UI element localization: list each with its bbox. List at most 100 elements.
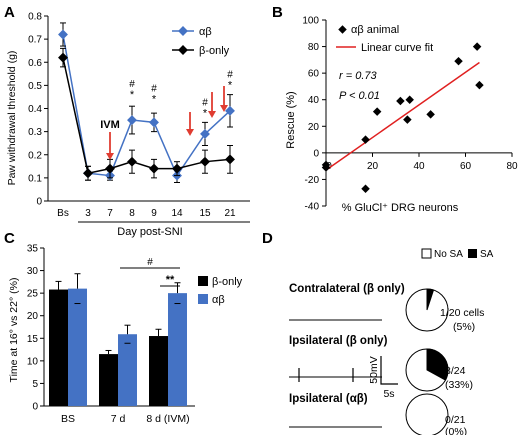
legend-label-ab: αβ [199, 26, 212, 38]
panel-a-y-tick-label: 0.5 [28, 81, 42, 92]
legend-swatch-beta [198, 276, 208, 286]
legend-label-beta: β-only [199, 45, 230, 57]
panel-a-y-tick-label: 0.1 [28, 173, 42, 184]
pie-charts [405, 288, 449, 435]
panel-b-ylabel: Rescue (%) [285, 91, 297, 148]
legend-label-fit: Linear curve fit [361, 42, 433, 54]
panel-a-x-tick-label: Bs [57, 208, 69, 219]
panel-letter-c: C [4, 230, 15, 247]
pie-pct-ipsilateral-beta: (33%) [445, 379, 473, 391]
ivm-arrow-head [106, 153, 114, 160]
panel-c-category-label: 7 d [111, 413, 126, 425]
data-point [83, 168, 93, 179]
panel-b-scatter-chart: Rescue (%) % GluCl⁺ DRG neurons αβ anima… [285, 16, 518, 215]
scale-bar-voltage: 50mV [368, 356, 380, 383]
ivm-arrow-head [220, 105, 228, 112]
ivm-label: IVM [100, 119, 120, 131]
panel-c-y-tick-label: 20 [27, 311, 39, 322]
sig-star: * [228, 80, 233, 92]
row-title-ipsilateral-ab: Ipsilateral (αβ) [289, 393, 368, 405]
panel-a-x-tick-label: 21 [224, 208, 236, 219]
sig-star: * [152, 94, 157, 106]
bar-ab [68, 288, 87, 406]
sig-hash: # [129, 79, 135, 90]
panel-c-bar-chart: Time at 16° vs 22° (%) β-only αβ 0 5 10 15 2… [8, 244, 243, 426]
stat-r: r = 0.73 [339, 70, 377, 82]
scatter-point [403, 115, 412, 124]
data-point [127, 115, 137, 126]
sig-star: * [130, 89, 135, 101]
panel-a-line-chart: Paw withdrawal threshold (g) Day post-SN… [6, 12, 250, 238]
trace-ipsilateral-beta [289, 368, 382, 382]
panel-a-x-tick-label: 9 [151, 208, 157, 219]
row-title-contralateral: Contralateral (β only) [289, 283, 405, 295]
data-point [225, 105, 235, 116]
panel-b-y-tick-label: -20 [305, 175, 320, 186]
legend-label-animal: αβ animal [351, 24, 399, 36]
panel-letter-b: B [272, 4, 283, 21]
panel-a-y-tick-label: 0 [36, 197, 42, 208]
panel-b-x-tick-label: 80 [506, 161, 518, 172]
panel-c-y-tick-label: 35 [27, 244, 39, 255]
panel-letter-d: D [262, 230, 273, 247]
legend-marker-ab [178, 26, 188, 36]
bar-beta-only [49, 289, 68, 406]
panel-c-y-tick-label: 25 [27, 289, 39, 300]
panel-a-x-tick-label: 14 [171, 208, 183, 219]
panel-a-legend: αβ β-only [172, 26, 230, 57]
pie-sa-slice [426, 348, 449, 381]
pie-pct-contralateral: (5%) [453, 321, 475, 333]
legend-marker-animal [338, 25, 347, 34]
scale-bar-lines [380, 356, 398, 385]
panel-b-x-tick-label: 60 [460, 161, 472, 172]
scatter-point [361, 135, 370, 144]
panel-c-y-tick-label: 15 [27, 334, 39, 345]
panel-a-ylabel: Paw withdrawal threshold (g) [6, 51, 18, 186]
panel-a-y-tick-label: 0.7 [28, 35, 42, 46]
panel-c-y-tick-label: 5 [32, 379, 38, 390]
sig-hash: # [202, 97, 208, 108]
data-point [225, 154, 235, 165]
pie-label-ipsilateral-ab: 0/21 [445, 414, 466, 426]
legend-label-no-sa: No SA [434, 249, 463, 260]
legend-swatch-sa [468, 249, 477, 258]
panel-b-legend: αβ animal Linear curve fit [336, 24, 433, 54]
bar-beta-only [99, 354, 118, 406]
scatter-point [426, 110, 435, 119]
legend-label-c-ab: αβ [212, 294, 225, 306]
panel-a-y-tick-label: 0.8 [28, 12, 42, 23]
scatter-point [372, 107, 382, 116]
panel-c-y-tick-label: 30 [27, 266, 39, 277]
panel-b-x-tick-label: 20 [367, 161, 379, 172]
data-point [149, 163, 159, 174]
pie-no-sa [405, 393, 449, 435]
ivm-arrow-head [208, 111, 216, 118]
panel-c-category-label: 8 d (IVM) [146, 413, 189, 425]
scatter-point [321, 163, 331, 172]
stat-p: P < 0.01 [339, 90, 380, 102]
bar-ab [118, 334, 137, 406]
data-point [200, 156, 210, 167]
legend-swatch-no-sa [421, 248, 432, 259]
panel-b-y-tick-label: 0 [313, 148, 319, 159]
scatter-point [475, 80, 484, 90]
scale-bar-time: 5s [383, 388, 394, 400]
panel-c-ylabel: Time at 16° vs 22° (%) [8, 278, 20, 383]
panel-b-x-tick-label: 0 [326, 161, 332, 172]
pie-label-contralateral: 1/20 cells [440, 307, 484, 319]
panel-a-x-tick-label: 3 [85, 208, 91, 219]
data-point [200, 128, 210, 139]
data-point [127, 156, 137, 167]
scale-bar: 50mV 5s [368, 356, 398, 400]
data-point [172, 163, 182, 174]
panel-b-y-tick-label: 100 [302, 16, 319, 27]
panel-b-x-tick-label: 40 [413, 161, 425, 172]
scatter-point [396, 96, 405, 106]
panel-c-y-tick-label: 10 [27, 356, 39, 367]
sig-hash: # [151, 84, 157, 95]
data-point [58, 52, 68, 63]
sig-star-label: ** [166, 274, 175, 286]
panel-d-traces-and-pies: No SA SA Contralateral (β only) Ipsilate… [289, 248, 494, 435]
pie-pct-ipsilateral-ab: (0%) [445, 426, 467, 435]
